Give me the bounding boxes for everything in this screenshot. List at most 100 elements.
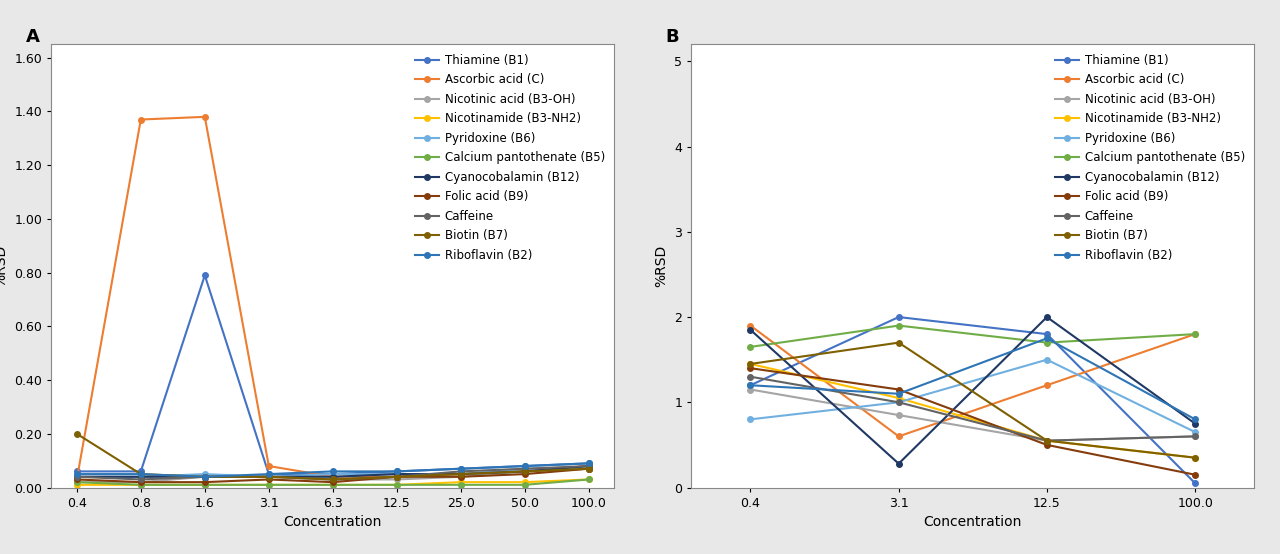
Calcium pantothenate (B5) [453, 481, 468, 488]
Caffeine [581, 463, 596, 469]
X-axis label: Concentration: Concentration [284, 515, 381, 529]
Nicotinamide (B3-NH2) [325, 481, 340, 488]
Line: Folic acid (B9): Folic acid (B9) [74, 466, 591, 485]
Line: Riboflavin (B2): Riboflavin (B2) [748, 336, 1198, 422]
Riboflavin (B2) [517, 463, 532, 469]
Nicotinamide (B3-NH2) [69, 481, 84, 488]
Riboflavin (B2) [261, 471, 276, 478]
Cyanocobalamin (B12) [389, 471, 404, 478]
Folic acid (B9) [1039, 442, 1055, 448]
Nicotinic acid (B3-OH) [133, 479, 148, 485]
Line: Folic acid (B9): Folic acid (B9) [748, 366, 1198, 478]
Calcium pantothenate (B5) [133, 481, 148, 488]
Caffeine [1039, 437, 1055, 444]
Riboflavin (B2) [389, 468, 404, 475]
Pyridoxine (B6) [1039, 356, 1055, 363]
Nicotinamide (B3-NH2) [1188, 454, 1203, 461]
Folic acid (B9) [581, 465, 596, 472]
Thiamine (B1) [517, 463, 532, 469]
Calcium pantothenate (B5) [389, 481, 404, 488]
Caffeine [453, 468, 468, 475]
Thiamine (B1) [581, 460, 596, 466]
Line: Ascorbic acid (C): Ascorbic acid (C) [74, 114, 591, 482]
Line: Riboflavin (B2): Riboflavin (B2) [74, 460, 591, 480]
Calcium pantothenate (B5) [581, 476, 596, 483]
Line: Biotin (B7): Biotin (B7) [748, 340, 1198, 460]
Riboflavin (B2) [197, 474, 212, 480]
Nicotinamide (B3-NH2) [891, 394, 906, 401]
Calcium pantothenate (B5) [891, 322, 906, 329]
Thiamine (B1) [325, 471, 340, 478]
Folic acid (B9) [517, 471, 532, 478]
Cyanocobalamin (B12) [69, 474, 84, 480]
X-axis label: Concentration: Concentration [924, 515, 1021, 529]
Pyridoxine (B6) [261, 474, 276, 480]
Text: A: A [26, 28, 40, 45]
Line: Nicotinic acid (B3-OH): Nicotinic acid (B3-OH) [748, 387, 1198, 443]
Pyridoxine (B6) [517, 465, 532, 472]
Pyridoxine (B6) [581, 465, 596, 472]
Nicotinamide (B3-NH2) [261, 481, 276, 488]
Line: Cyanocobalamin (B12): Cyanocobalamin (B12) [748, 314, 1198, 466]
Y-axis label: %RSD: %RSD [0, 245, 9, 287]
Thiamine (B1) [69, 468, 84, 475]
Folic acid (B9) [69, 476, 84, 483]
Pyridoxine (B6) [389, 471, 404, 478]
Nicotinic acid (B3-OH) [389, 476, 404, 483]
Nicotinamide (B3-NH2) [517, 479, 532, 485]
Folic acid (B9) [389, 474, 404, 480]
Cyanocobalamin (B12) [325, 474, 340, 480]
Caffeine [69, 474, 84, 480]
Caffeine [1188, 433, 1203, 440]
Pyridoxine (B6) [197, 471, 212, 478]
Caffeine [133, 476, 148, 483]
Line: Caffeine: Caffeine [74, 463, 591, 482]
Biotin (B7) [1188, 454, 1203, 461]
Pyridoxine (B6) [1188, 429, 1203, 435]
Cyanocobalamin (B12) [197, 474, 212, 480]
Pyridoxine (B6) [453, 471, 468, 478]
Nicotinamide (B3-NH2) [742, 361, 758, 367]
Nicotinic acid (B3-OH) [891, 412, 906, 418]
Nicotinic acid (B3-OH) [261, 474, 276, 480]
Caffeine [197, 474, 212, 480]
Biotin (B7) [197, 474, 212, 480]
Thiamine (B1) [453, 465, 468, 472]
Line: Pyridoxine (B6): Pyridoxine (B6) [74, 466, 591, 480]
Thiamine (B1) [389, 468, 404, 475]
Riboflavin (B2) [133, 471, 148, 478]
Line: Ascorbic acid (C): Ascorbic acid (C) [748, 323, 1198, 439]
Nicotinic acid (B3-OH) [1188, 433, 1203, 440]
Nicotinamide (B3-NH2) [389, 481, 404, 488]
Calcium pantothenate (B5) [261, 481, 276, 488]
Caffeine [742, 373, 758, 380]
Riboflavin (B2) [453, 465, 468, 472]
Ascorbic acid (C) [69, 476, 84, 483]
Nicotinic acid (B3-OH) [581, 465, 596, 472]
Cyanocobalamin (B12) [133, 474, 148, 480]
Thiamine (B1) [261, 471, 276, 478]
Thiamine (B1) [742, 382, 758, 388]
Ascorbic acid (C) [742, 322, 758, 329]
Riboflavin (B2) [891, 391, 906, 397]
Y-axis label: %RSD: %RSD [654, 245, 668, 287]
Folic acid (B9) [453, 474, 468, 480]
Line: Calcium pantothenate (B5): Calcium pantothenate (B5) [74, 476, 591, 488]
Thiamine (B1) [891, 314, 906, 320]
Nicotinic acid (B3-OH) [742, 386, 758, 393]
Calcium pantothenate (B5) [742, 343, 758, 350]
Riboflavin (B2) [69, 471, 84, 478]
Ascorbic acid (C) [581, 463, 596, 469]
Cyanocobalamin (B12) [1188, 420, 1203, 427]
Biotin (B7) [261, 474, 276, 480]
Caffeine [891, 399, 906, 406]
Nicotinic acid (B3-OH) [325, 476, 340, 483]
Caffeine [389, 474, 404, 480]
Ascorbic acid (C) [453, 471, 468, 478]
Cyanocobalamin (B12) [453, 471, 468, 478]
Ascorbic acid (C) [891, 433, 906, 440]
Pyridoxine (B6) [69, 474, 84, 480]
Nicotinic acid (B3-OH) [517, 468, 532, 475]
Line: Nicotinic acid (B3-OH): Nicotinic acid (B3-OH) [74, 466, 591, 485]
Caffeine [325, 476, 340, 483]
